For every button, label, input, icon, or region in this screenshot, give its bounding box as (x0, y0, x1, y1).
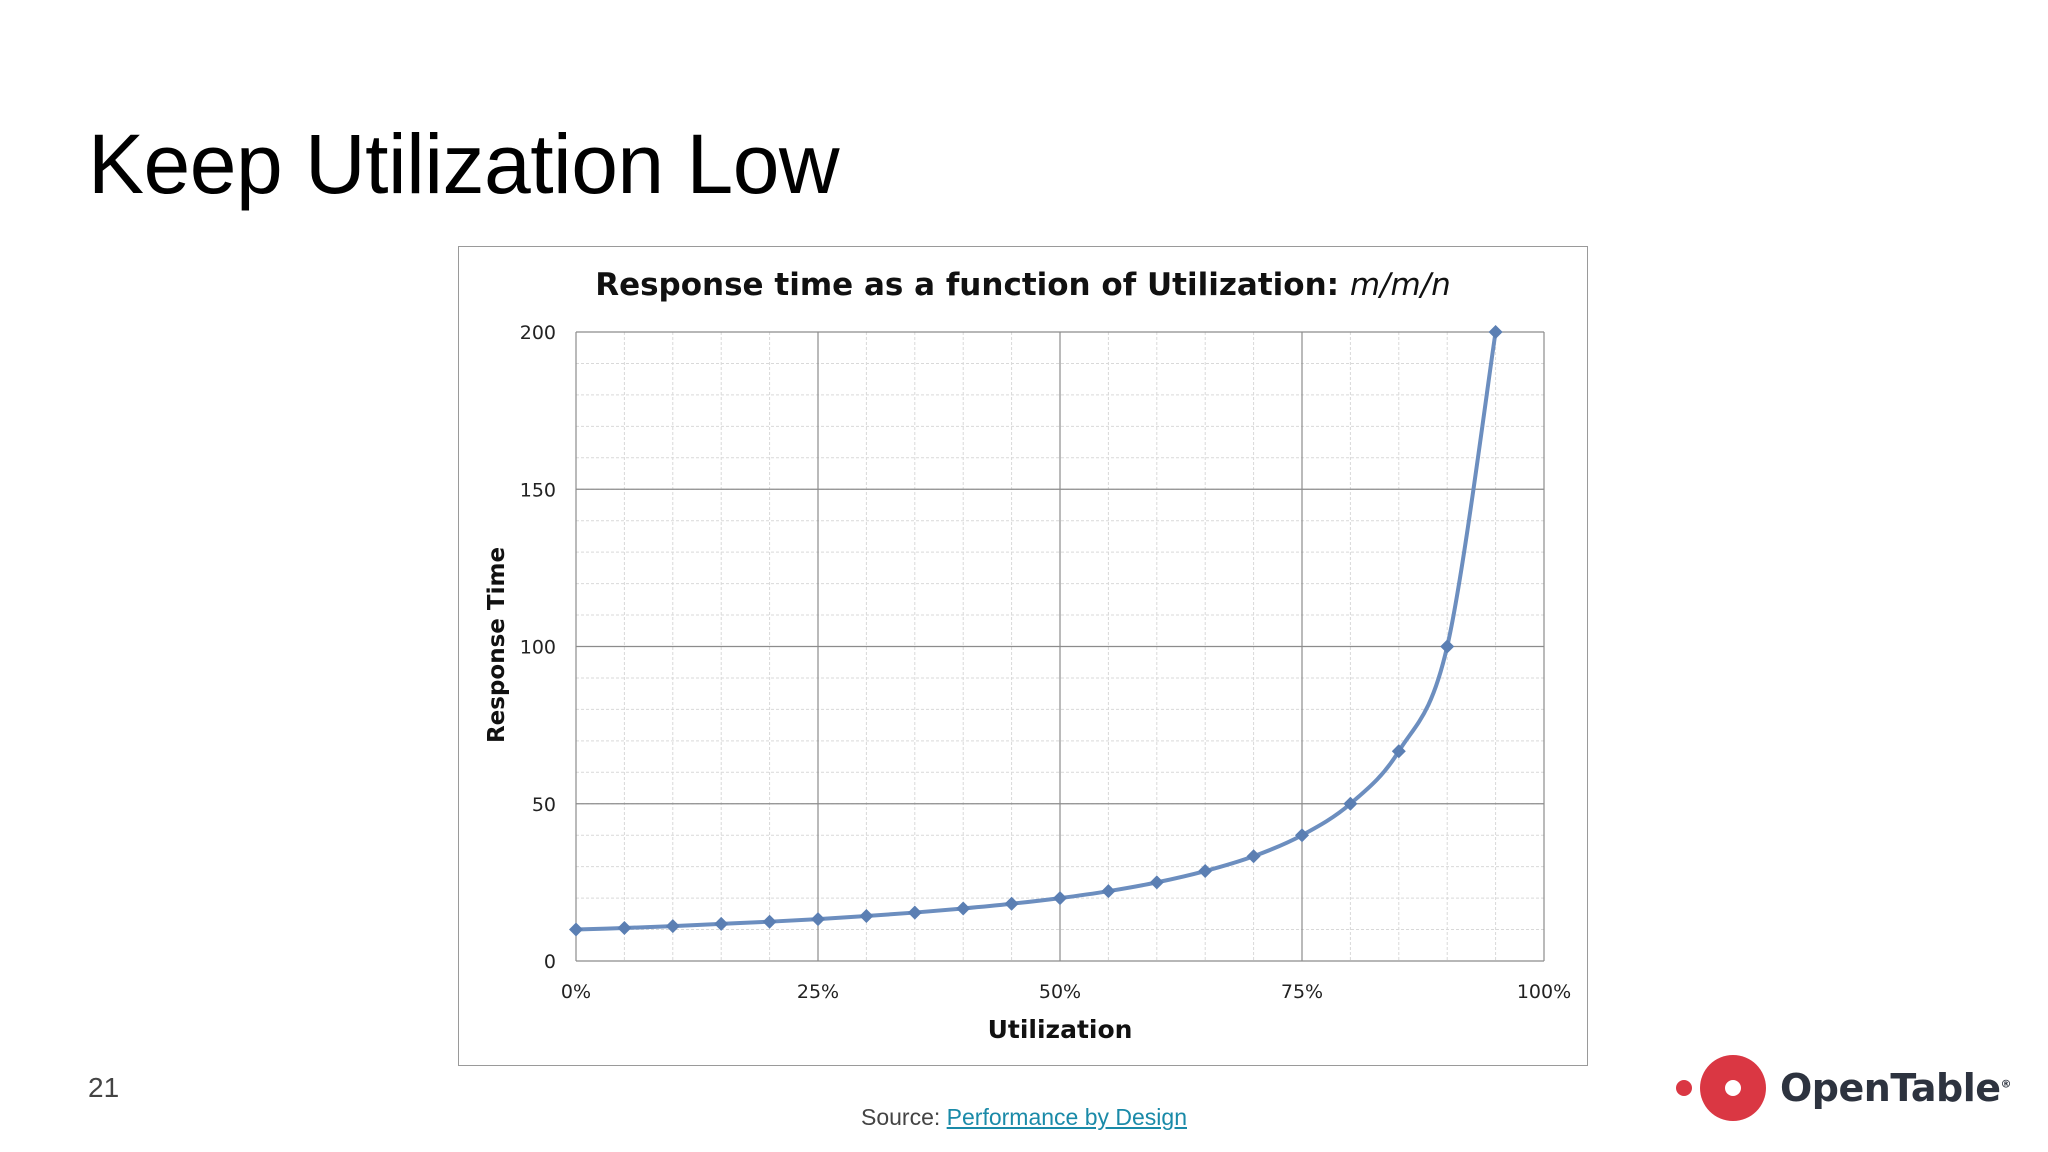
data-point-marker (1101, 884, 1116, 899)
chart-frame: Response time as a function of Utilizati… (458, 246, 1588, 1066)
y-tick-label: 200 (520, 322, 556, 344)
logo-ring-icon (1700, 1055, 1766, 1121)
response-time-chart: Response time as a function of Utilizati… (484, 267, 1571, 1044)
x-tick-label: 50% (1039, 981, 1081, 1003)
data-point-marker (569, 922, 583, 937)
data-point-marker (714, 916, 729, 931)
data-point-marker (762, 914, 777, 929)
data-point-marker (1198, 864, 1213, 879)
data-point-marker (1149, 875, 1164, 890)
x-axis-label: Utilization (988, 1015, 1133, 1044)
y-tick-label: 0 (544, 951, 556, 973)
source-line: Source: Performance by Design (0, 1104, 2048, 1131)
y-axis-tick-labels: 0 50 100 150 200 (520, 322, 556, 973)
y-tick-label: 100 (520, 637, 556, 659)
chart-title-main: Response time as a function of Utilizati… (595, 267, 1350, 303)
logo-text: OpenTable (1780, 1066, 2001, 1110)
y-tick-label: 50 (532, 794, 556, 816)
chart-title-italic: m/m/n (1350, 267, 1451, 303)
y-axis-label: Response Time (484, 547, 510, 743)
data-point-marker (956, 901, 971, 916)
data-point-marker (1246, 849, 1261, 864)
logo-registered-mark: ® (2000, 1077, 2012, 1091)
data-point-marker (859, 909, 874, 924)
major-gridlines (575, 331, 1545, 962)
data-point-marker (1391, 744, 1406, 759)
logo-wordmark: OpenTable® (1780, 1066, 2011, 1110)
y-tick-label: 150 (520, 479, 556, 501)
data-point-marker (1004, 896, 1019, 911)
source-prefix: Source: (861, 1104, 947, 1130)
data-point-marker (1488, 325, 1503, 339)
x-tick-label: 0% (561, 981, 591, 1003)
data-point-marker (617, 920, 632, 935)
page-number: 21 (88, 1072, 120, 1103)
x-tick-label: 100% (1517, 981, 1571, 1003)
data-point-marker (1440, 639, 1455, 654)
data-point-marker (907, 905, 922, 920)
logo-dot-icon (1676, 1080, 1692, 1096)
slide-title: Keep Utilization Low (88, 117, 840, 211)
x-axis-tick-labels: 0% 25% 50% 75% 100% (561, 981, 1571, 1003)
x-tick-label: 75% (1281, 981, 1323, 1003)
series-markers (569, 325, 1503, 937)
data-point-marker (665, 919, 680, 934)
source-link[interactable]: Performance by Design (946, 1104, 1187, 1130)
chart-title: Response time as a function of Utilizati… (595, 267, 1451, 303)
data-point-marker (811, 912, 825, 927)
data-point-marker (1295, 828, 1309, 843)
x-tick-label: 25% (797, 981, 839, 1003)
data-point-marker (1053, 891, 1067, 906)
data-point-marker (1343, 796, 1358, 811)
series-line (575, 331, 1498, 932)
opentable-logo: OpenTable® (1676, 1054, 2011, 1122)
